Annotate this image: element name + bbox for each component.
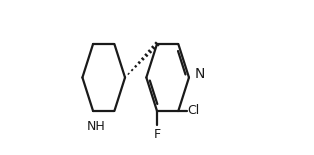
Text: F: F	[154, 128, 160, 141]
Text: NH: NH	[87, 120, 106, 133]
Text: Cl: Cl	[187, 104, 200, 117]
Text: N: N	[194, 67, 205, 82]
